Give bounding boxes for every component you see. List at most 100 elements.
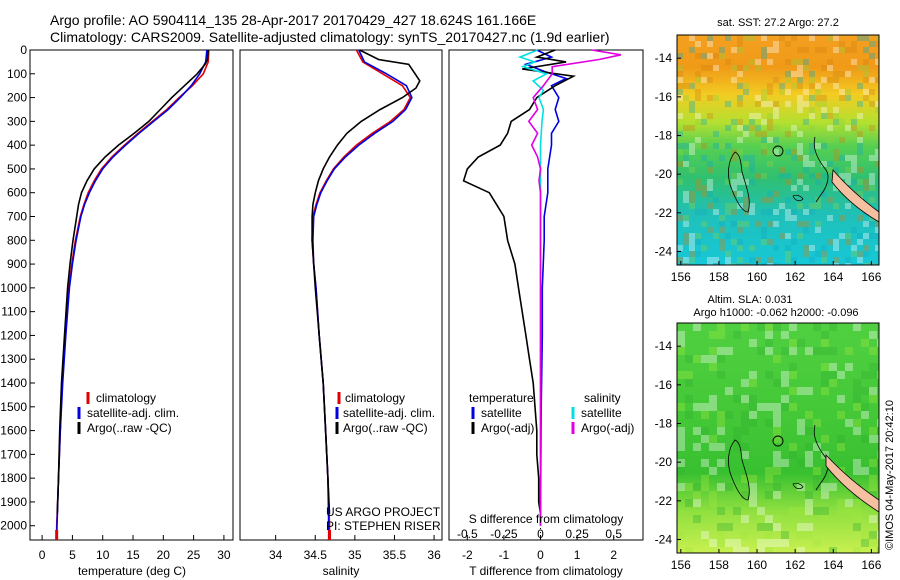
map-pixel bbox=[781, 531, 789, 539]
map-pixel bbox=[683, 143, 689, 149]
sla-map-axes: 156 158 160 162 164 166 -14 -16 -18 -20 -22 -24 bbox=[655, 339, 882, 572]
map-pixel bbox=[749, 395, 757, 403]
salinity-lines bbox=[311, 49, 421, 540]
map-pixel bbox=[765, 491, 773, 499]
map-pixel bbox=[821, 491, 829, 499]
salinity-panel-frame bbox=[239, 49, 443, 541]
map-pixel bbox=[713, 65, 719, 71]
map-pixel bbox=[791, 155, 797, 161]
map-pixel bbox=[863, 77, 869, 83]
map-pixel bbox=[743, 65, 749, 71]
map-pixel bbox=[743, 155, 749, 161]
map-pixel bbox=[773, 245, 779, 251]
sla-lat-tick-label: -18 bbox=[655, 417, 673, 431]
map-pixel bbox=[809, 71, 815, 77]
map-pixel bbox=[803, 59, 809, 65]
map-pixel bbox=[853, 467, 861, 475]
diff-series-salinity-argo-adj bbox=[527, 49, 622, 526]
diff-bottom-tick-label: -2 bbox=[462, 548, 473, 562]
map-pixel bbox=[717, 531, 725, 539]
map-pixel bbox=[805, 459, 813, 467]
map-pixel bbox=[719, 227, 725, 233]
project-note-line-2: PI: STEPHEN RISER bbox=[326, 519, 441, 533]
map-pixel bbox=[767, 161, 773, 167]
map-pixel bbox=[689, 149, 695, 155]
map-pixel bbox=[833, 155, 839, 161]
map-pixel bbox=[789, 523, 797, 531]
map-pixel bbox=[761, 239, 767, 245]
map-pixel bbox=[733, 547, 741, 553]
map-pixel bbox=[869, 89, 875, 95]
map-pixel bbox=[853, 395, 861, 403]
map-pixel bbox=[833, 149, 839, 155]
map-pixel bbox=[845, 47, 851, 53]
map-pixel bbox=[857, 251, 863, 257]
map-pixel bbox=[851, 59, 857, 65]
map-pixel bbox=[861, 467, 869, 475]
map-pixel bbox=[773, 419, 781, 427]
depth-tick-label: 1600 bbox=[0, 424, 27, 438]
map-pixel bbox=[797, 59, 803, 65]
map-pixel bbox=[785, 101, 791, 107]
map-pixel bbox=[695, 233, 701, 239]
map-pixel bbox=[749, 179, 755, 185]
map-pixel bbox=[875, 101, 879, 107]
map-pixel bbox=[773, 221, 779, 227]
map-pixel bbox=[689, 47, 695, 53]
map-pixel bbox=[689, 257, 695, 263]
map-pixel bbox=[693, 483, 701, 491]
map-pixel bbox=[827, 59, 833, 65]
map-pixel bbox=[833, 113, 839, 119]
map-pixel bbox=[845, 95, 851, 101]
map-pixel bbox=[689, 83, 695, 89]
salinity-tick-label: 36 bbox=[427, 548, 441, 562]
map-pixel bbox=[869, 233, 875, 239]
salinity-tick-label: 35 bbox=[348, 548, 362, 562]
map-pixel bbox=[781, 395, 789, 403]
map-pixel bbox=[719, 221, 725, 227]
salinity-tick-label: 35.5 bbox=[383, 548, 407, 562]
map-pixel bbox=[791, 71, 797, 77]
map-pixel bbox=[797, 459, 805, 467]
map-pixel bbox=[857, 65, 863, 71]
map-pixel bbox=[767, 263, 773, 265]
map-pixel bbox=[725, 483, 733, 491]
map-pixel bbox=[789, 371, 797, 379]
map-pixel bbox=[861, 411, 869, 419]
map-pixel bbox=[857, 167, 863, 173]
map-pixel bbox=[733, 443, 741, 451]
difference-panel-frame bbox=[448, 49, 644, 541]
map-pixel bbox=[731, 119, 737, 125]
map-pixel bbox=[821, 173, 827, 179]
map-pixel bbox=[869, 41, 875, 47]
map-pixel bbox=[869, 531, 877, 539]
map-pixel bbox=[717, 371, 725, 379]
map-pixel bbox=[809, 95, 815, 101]
sst-map-axes: 156 158 160 162 164 166 -14 -16 -18 -20 -22 -24 bbox=[655, 51, 882, 284]
map-pixel bbox=[707, 185, 713, 191]
credit-text: ©IMOS 04-May-2017 20:42:10 bbox=[884, 400, 896, 550]
map-pixel bbox=[869, 101, 875, 107]
map-pixel bbox=[757, 539, 765, 547]
map-pixel bbox=[781, 459, 789, 467]
map-pixel bbox=[677, 263, 683, 265]
map-pixel bbox=[869, 221, 875, 227]
map-pixel bbox=[717, 347, 725, 355]
map-pixel bbox=[789, 323, 797, 331]
map-pixel bbox=[761, 197, 767, 203]
map-pixel bbox=[713, 53, 719, 59]
map-pixel bbox=[757, 507, 765, 515]
map-pixel bbox=[803, 185, 809, 191]
depth-tick-label: 800 bbox=[7, 233, 27, 247]
map-pixel bbox=[737, 101, 743, 107]
map-pixel bbox=[749, 419, 757, 427]
sst-small-island bbox=[792, 194, 804, 202]
map-pixel bbox=[717, 483, 725, 491]
map-pixel bbox=[821, 379, 829, 387]
map-pixel bbox=[813, 323, 821, 331]
map-pixel bbox=[829, 347, 837, 355]
map-pixel bbox=[749, 403, 757, 411]
map-pixel bbox=[677, 459, 685, 467]
map-pixel bbox=[717, 523, 725, 531]
map-pixel bbox=[695, 53, 701, 59]
